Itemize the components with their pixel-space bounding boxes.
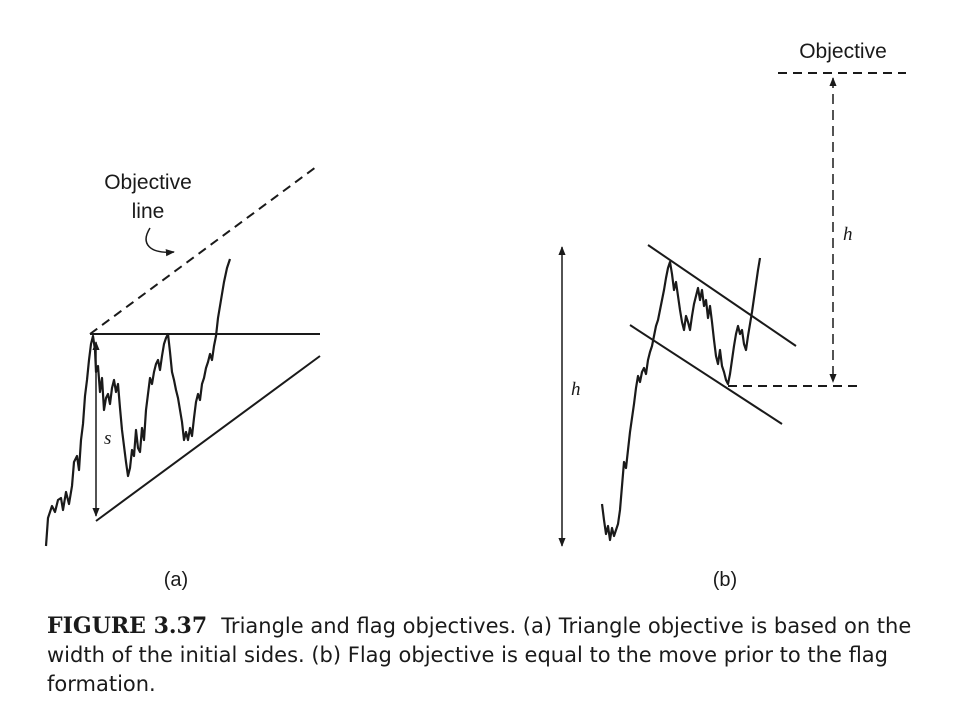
price-path-b [600, 257, 762, 542]
objective-line-label-2: line [132, 200, 165, 223]
objective-label: Objective [799, 40, 887, 63]
prior-move-label: h [571, 379, 581, 400]
flag-lower-line [629, 324, 783, 425]
diagram-figure: Objective line s (a) h h Objective (b) [44, 40, 906, 591]
caption-text: Triangle and flag objectives. (a) Triang… [47, 614, 912, 696]
objective-line-label-1: Objective [104, 171, 192, 194]
objective-measure-label: h [843, 224, 853, 245]
objective-line [89, 166, 317, 335]
objective-line-pointer-arrow [145, 227, 175, 257]
panel-a-triangle: Objective line s (a) [44, 166, 321, 591]
price-path-a [44, 258, 232, 547]
triangle-width-label: s [104, 428, 111, 449]
panel-a-sublabel: (a) [164, 569, 188, 591]
triangle-lower-side [95, 355, 321, 522]
panel-b-flag: h h Objective (b) [558, 40, 906, 591]
panel-b-sublabel: (b) [713, 569, 737, 591]
flag-upper-line [647, 244, 797, 347]
figure-number: FIGURE 3.37 [47, 613, 208, 639]
figure-caption: FIGURE 3.37 Triangle and flag objectives.… [47, 612, 927, 699]
